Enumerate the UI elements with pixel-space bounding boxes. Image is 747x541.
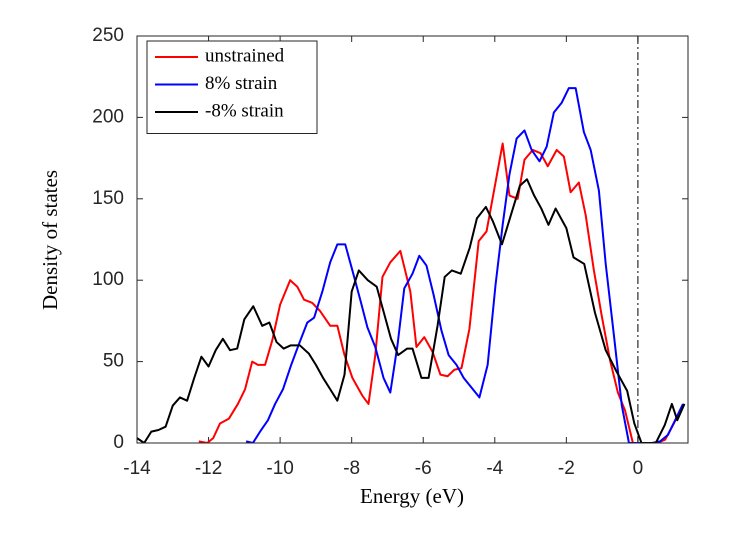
y-tick-label: 50 <box>103 351 124 372</box>
x-tick-label: -4 <box>486 458 503 479</box>
y-tick-label: 0 <box>113 432 124 453</box>
x-tick-label: -10 <box>266 458 293 479</box>
legend-label: -8% strain <box>205 100 284 121</box>
y-tick-label: 250 <box>92 25 124 46</box>
legend-label: unstrained <box>205 45 285 66</box>
series-line <box>245 87 684 443</box>
series-line <box>137 178 686 443</box>
series-line <box>198 142 685 443</box>
x-tick-label: -6 <box>415 458 432 479</box>
x-tick-label: 0 <box>633 458 644 479</box>
x-tick-label: -14 <box>123 458 151 479</box>
x-tick-label: -12 <box>195 458 222 479</box>
x-tick-label: -2 <box>558 458 575 479</box>
x-axis-label: Energy (eV) <box>360 484 464 508</box>
plot-frame <box>136 35 689 444</box>
y-tick-label: 150 <box>92 188 124 209</box>
x-tick-label: -8 <box>343 458 360 479</box>
y-axis-label: Density of states <box>38 170 62 310</box>
y-tick-label: 100 <box>92 269 124 290</box>
y-tick-label: 200 <box>92 106 124 127</box>
legend-label: 8% strain <box>205 73 278 94</box>
